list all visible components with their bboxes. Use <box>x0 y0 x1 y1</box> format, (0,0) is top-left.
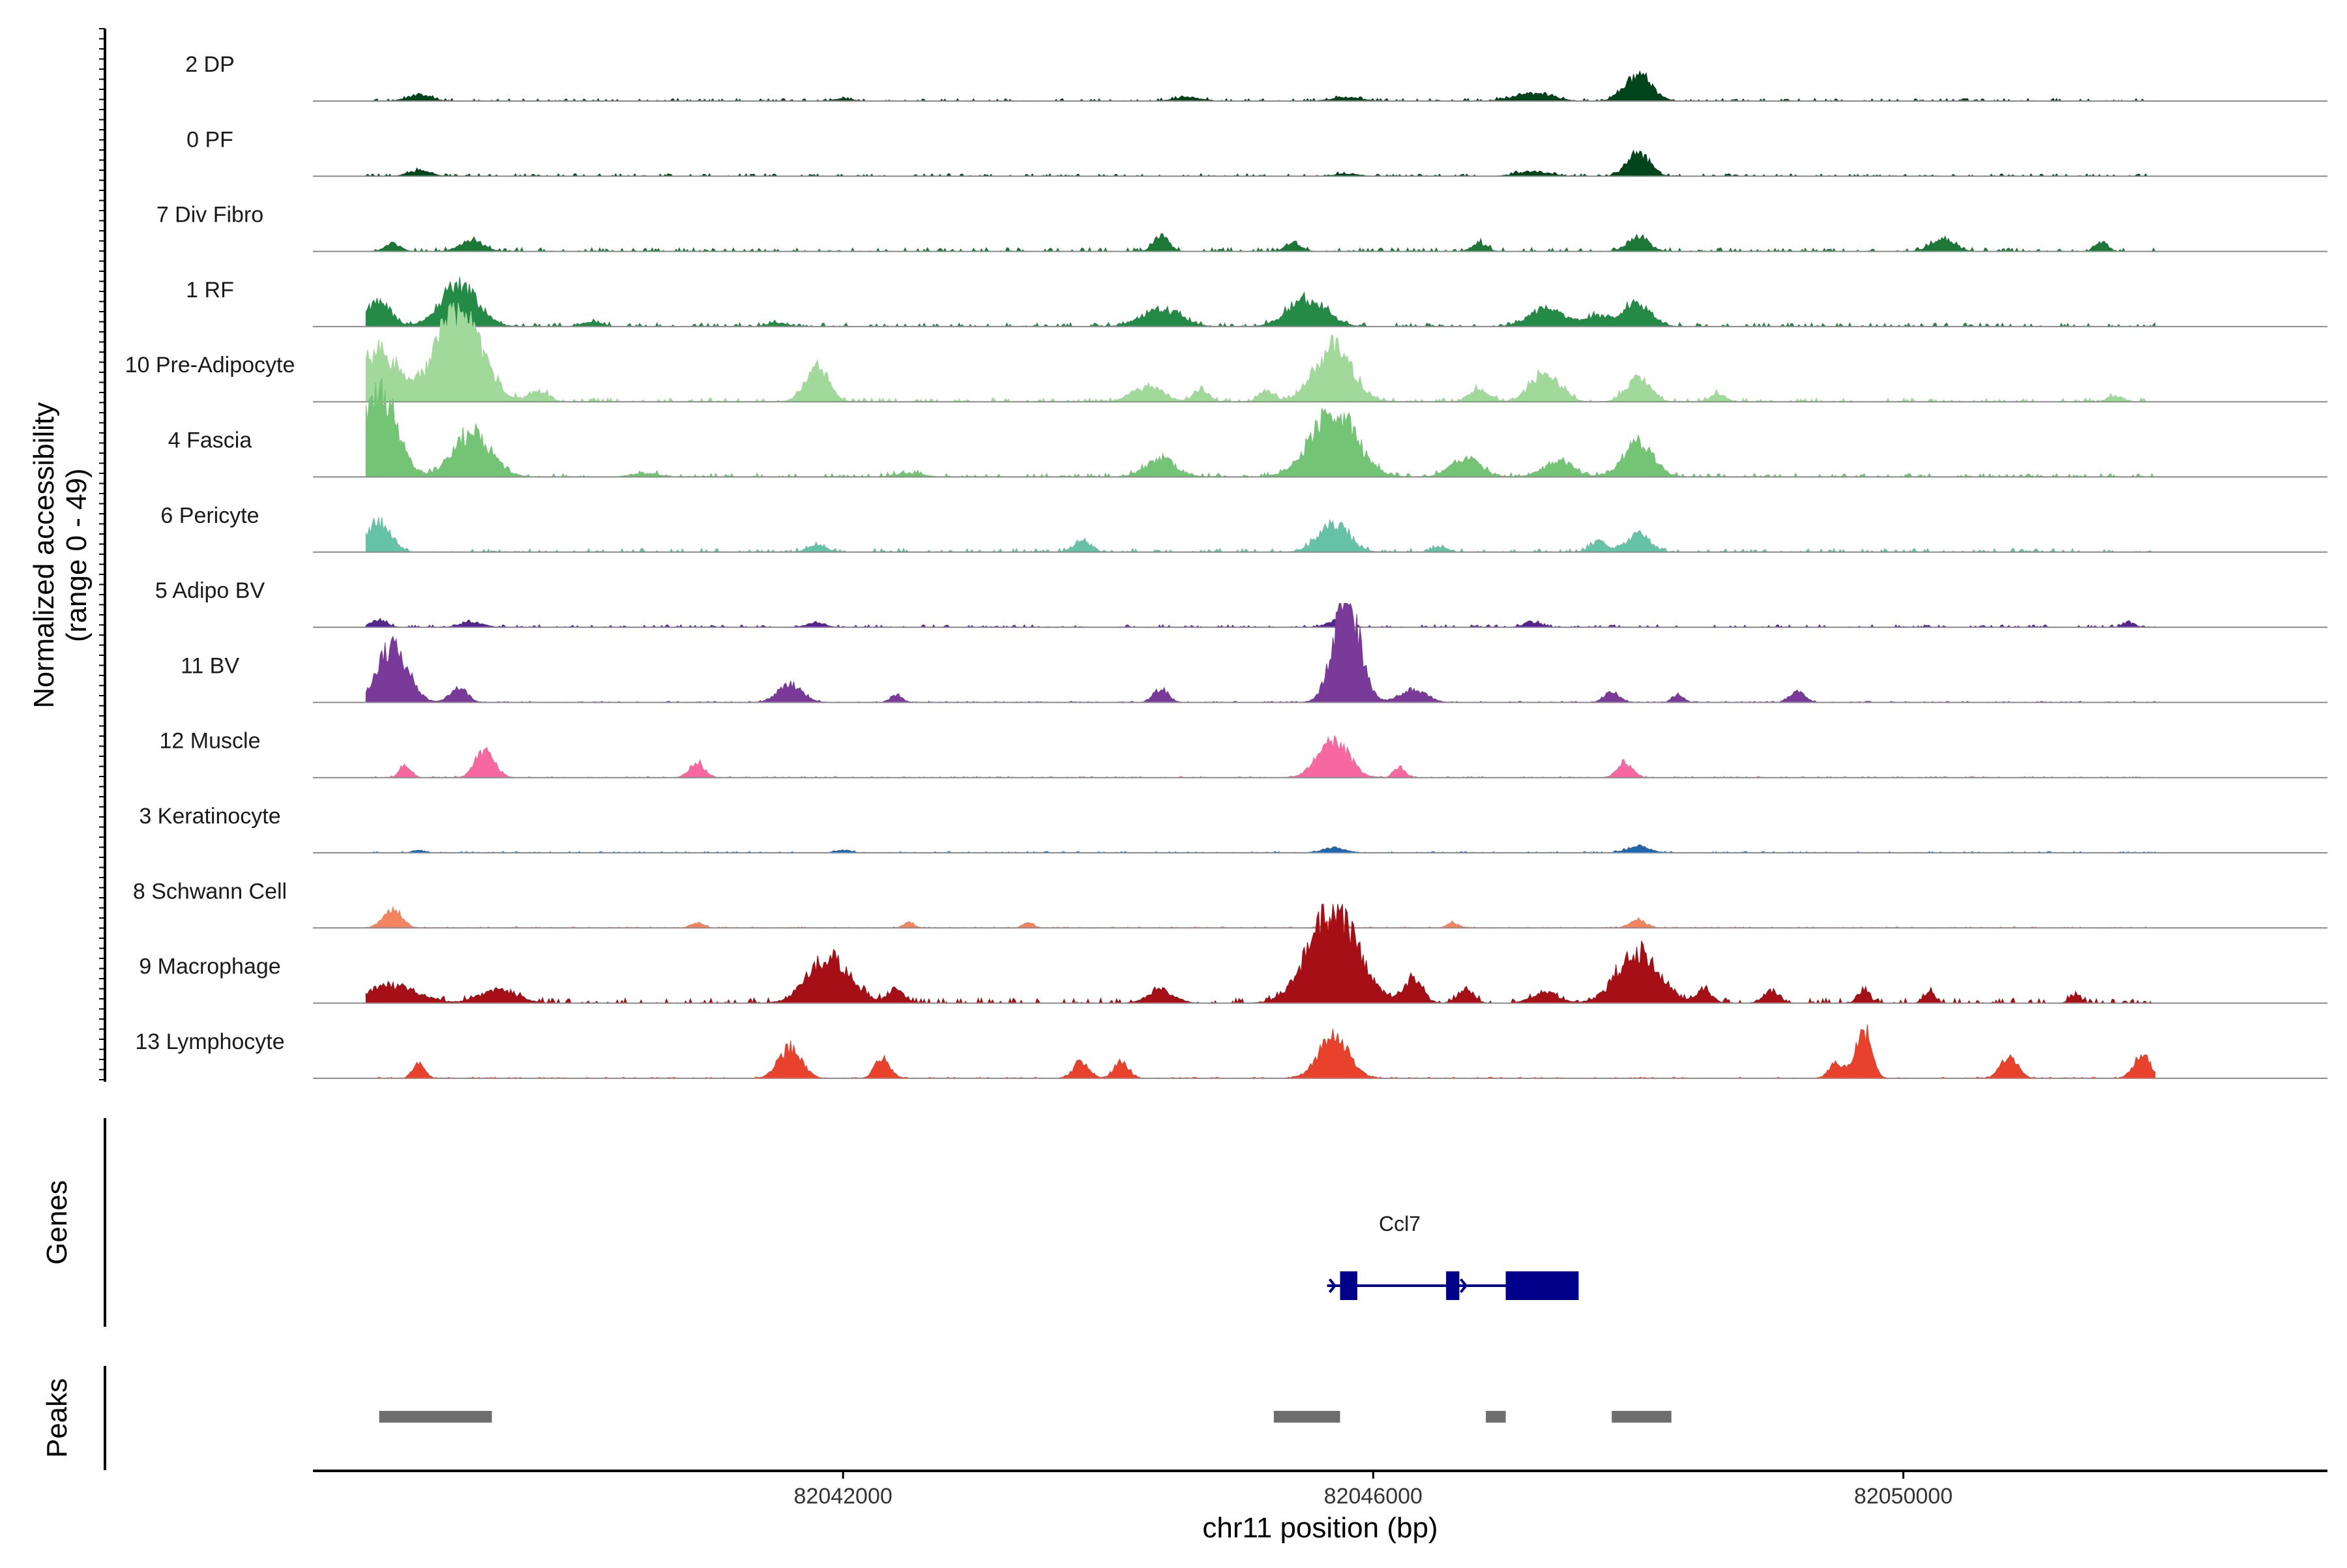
track-8: 11 BV <box>181 602 2327 703</box>
x-axis-title: chr11 position (bp) <box>1202 1512 1438 1544</box>
y-axis-title: Normalized accessibility(range 0 - 49) <box>28 402 93 708</box>
gene-strand-arrow <box>1328 1278 1337 1294</box>
track-0: 2 DP <box>185 52 2327 102</box>
track-9: 12 Muscle <box>160 729 2327 778</box>
track-label: 0 PF <box>186 127 233 152</box>
coverage-area <box>366 233 2156 252</box>
track-label: 10 Pre-Adipocyte <box>125 353 295 377</box>
track-5: 4 Fascia <box>168 377 2327 478</box>
coverage-area <box>365 906 2155 928</box>
coverage-area <box>365 903 2155 1005</box>
track-label: 8 Schwann Cell <box>133 879 287 904</box>
genes-label: Genes <box>41 1180 73 1265</box>
track-label: 3 Keratinocyte <box>139 804 280 829</box>
x-axis: 82042000 82046000 82050000 chr11 position (… <box>313 1470 2327 1544</box>
track-label: 13 Lymphocyte <box>135 1029 284 1054</box>
track-6: 6 Pericyte <box>160 503 2327 553</box>
coverage-area <box>366 70 2155 102</box>
track-3: 1 RF <box>186 276 2327 328</box>
coverage-area <box>365 617 2156 629</box>
peak-region <box>1612 1411 1672 1423</box>
x-tick-label: 82042000 <box>794 1484 893 1509</box>
track-12: 9 Macrophage <box>139 903 2327 1005</box>
peaks-label: Peaks <box>41 1378 73 1458</box>
gene-exon <box>1505 1271 1579 1300</box>
track-label: 4 Fascia <box>168 428 252 453</box>
peak-region <box>379 1411 492 1423</box>
coverage-area <box>365 276 2156 328</box>
track-11: 8 Schwann Cell <box>133 879 2327 929</box>
coverage-area <box>365 602 2156 703</box>
track-label: 2 DP <box>185 52 235 77</box>
coverage-area <box>366 734 2156 778</box>
track-label: 7 Div Fibro <box>156 203 263 228</box>
gene-name: Ccl7 <box>1379 1212 1421 1235</box>
track-label: 9 Macrophage <box>139 954 280 979</box>
gene-strand-arrow <box>1460 1278 1468 1294</box>
peak-region <box>1486 1411 1506 1423</box>
track-label: 6 Pericyte <box>160 503 259 528</box>
coverage-area <box>365 517 2155 553</box>
gene-model: Ccl7 <box>1327 1212 1579 1300</box>
x-tick-label: 82046000 <box>1324 1484 1423 1509</box>
genes-panel: Genes Ccl7 <box>41 1118 1579 1327</box>
x-tick-label: 82050000 <box>1854 1484 1953 1509</box>
peaks-panel: Peaks <box>41 1366 1672 1470</box>
track-label: 5 Adipo BV <box>155 578 265 603</box>
track-label: 11 BV <box>181 653 239 678</box>
y-axis-title-line: Normalized accessibility <box>28 402 60 708</box>
track-7: 5 Adipo BV <box>155 578 2327 629</box>
coverage-area <box>365 377 2155 478</box>
track-label: 12 Muscle <box>160 729 261 754</box>
coverage-area <box>366 844 2156 853</box>
coverage-area <box>365 303 2155 403</box>
track-1: 0 PF <box>186 127 2327 177</box>
coverage-area <box>365 149 2156 177</box>
track-10: 3 Keratinocyte <box>139 804 2327 853</box>
coverage-tracks: 2 DP 0 PF 7 Div Fibro 1 RF 10 Pre-Adipocyte 4… <box>125 52 2327 1079</box>
track-4: 10 Pre-Adipocyte <box>125 303 2327 403</box>
y-axis: Normalized accessibility(range 0 - 49) <box>28 28 106 1082</box>
gene-exon <box>1340 1271 1357 1300</box>
peak-region <box>1273 1411 1340 1423</box>
gene-exon <box>1446 1271 1460 1300</box>
coverage-area <box>366 1024 2156 1079</box>
track-2: 7 Div Fibro <box>156 203 2327 252</box>
y-axis-title-line: (range 0 - 49) <box>61 468 93 642</box>
track-label: 1 RF <box>186 278 234 303</box>
track-13: 13 Lymphocyte <box>135 1024 2327 1079</box>
